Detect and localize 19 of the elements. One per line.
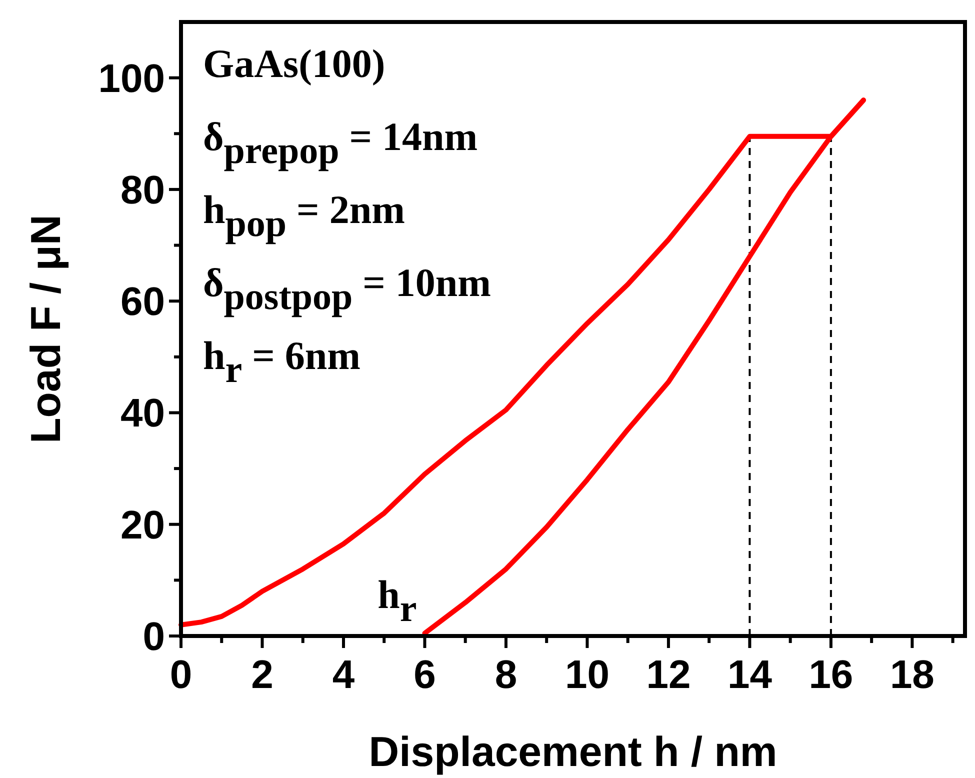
y-tick-label: 100 <box>98 56 165 101</box>
y-tick-label: 20 <box>120 503 165 548</box>
x-tick-label: 14 <box>727 653 773 697</box>
y-tick-label: 0 <box>142 615 165 659</box>
x-tick-label: 2 <box>251 653 274 697</box>
annotation: GaAs(100) <box>203 41 386 86</box>
x-tick-label: 18 <box>890 653 934 697</box>
y-tick-label: 40 <box>120 392 165 436</box>
y-tick-label: 60 <box>120 280 165 324</box>
x-tick-label: 0 <box>170 653 192 697</box>
x-axis-title: Displacement h / nm <box>368 728 778 775</box>
x-tick-label: 12 <box>646 653 691 697</box>
x-tick-label: 8 <box>494 653 518 697</box>
x-tick-label: 16 <box>808 653 854 697</box>
x-tick-label: 4 <box>332 653 356 697</box>
y-tick-label: 80 <box>120 168 165 212</box>
x-tick-label: 10 <box>564 653 610 697</box>
y-axis-title: Load F / μN <box>22 214 69 444</box>
x-tick-label: 6 <box>414 653 436 697</box>
